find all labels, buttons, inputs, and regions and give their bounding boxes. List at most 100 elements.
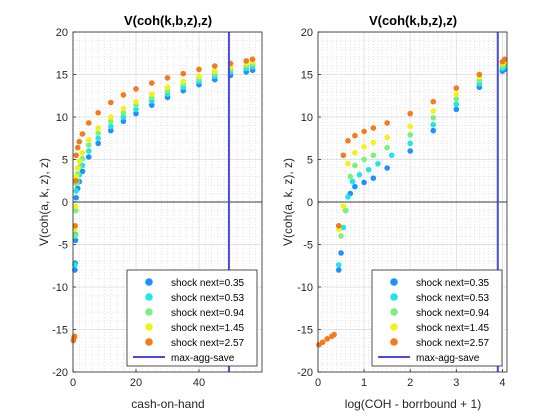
right-data-point xyxy=(356,172,363,178)
right-y-tick-label: -15 xyxy=(297,325,313,337)
right-legend-marker xyxy=(390,323,398,331)
right-data-point xyxy=(352,183,358,190)
right-x-tick-label: 3 xyxy=(453,377,459,389)
right-legend-label: shock next=0.53 xyxy=(416,293,490,304)
right-data-point xyxy=(361,143,367,150)
left-data-point xyxy=(95,140,101,147)
left-data-point xyxy=(76,138,83,145)
left-data-point xyxy=(95,130,101,136)
left-y-tick-label: 15 xyxy=(56,70,68,82)
left-data-point xyxy=(73,188,79,194)
right-data-point xyxy=(347,173,354,180)
right-data-point xyxy=(384,134,390,141)
right-data-point xyxy=(388,152,395,159)
left-y-tick-label: 0 xyxy=(62,197,68,209)
right-legend-marker xyxy=(390,338,398,346)
left-data-point xyxy=(85,120,92,126)
left-legend-label: shock next=0.35 xyxy=(171,278,245,289)
right-data-point xyxy=(335,223,342,229)
right-data-point xyxy=(370,175,377,181)
right-legend-label: shock next=2.57 xyxy=(416,338,490,349)
right-data-point xyxy=(352,162,358,169)
right-data-point xyxy=(340,152,347,159)
right-data-point xyxy=(361,128,367,135)
left-x-axis-label: cash-on-hand xyxy=(131,397,204,411)
left-data-point xyxy=(133,98,139,105)
right-y-tick-label: 10 xyxy=(301,112,313,124)
right-panel: V(coh(k,b,z),z) log(COH - borrbound + 1)… xyxy=(281,13,508,411)
right-data-point xyxy=(407,123,413,130)
left-data-point xyxy=(148,102,155,108)
right-legend-box xyxy=(371,269,503,367)
right-x-axis-label: log(COH - borrbound + 1) xyxy=(345,397,481,411)
left-data-point xyxy=(108,99,114,106)
left-data-point xyxy=(120,118,127,125)
right-data-point xyxy=(430,115,437,121)
right-data-point xyxy=(430,127,437,134)
right-y-tick-label: -10 xyxy=(297,282,313,294)
right-data-point xyxy=(384,165,390,171)
left-legend-label: max-agg-save xyxy=(171,353,235,364)
right-y-tick-label: 15 xyxy=(301,70,313,82)
left-plot-title: V(coh(k,b,z),z) xyxy=(124,13,212,28)
right-series xyxy=(338,61,508,239)
left-y-tick-label: -15 xyxy=(52,325,68,337)
left-data-point xyxy=(72,237,79,244)
right-x-tick-label: 0 xyxy=(315,377,321,389)
left-x-tick-label: 0 xyxy=(70,377,76,389)
left-y-tick-label: 20 xyxy=(56,27,68,39)
right-data-point xyxy=(501,56,508,62)
right-data-point xyxy=(352,149,358,156)
right-data-point xyxy=(345,160,351,167)
right-data-point xyxy=(349,178,356,185)
left-data-point xyxy=(133,106,139,113)
left-data-point xyxy=(72,233,79,239)
left-data-point xyxy=(196,66,202,73)
right-legend-label: shock next=1.45 xyxy=(416,323,490,334)
left-data-point xyxy=(73,152,79,159)
left-y-tick-label: 10 xyxy=(56,112,68,124)
left-legend-marker xyxy=(145,293,153,301)
left-data-point xyxy=(120,92,127,98)
right-data-point xyxy=(370,139,377,146)
right-legend-label: shock next=0.94 xyxy=(416,308,490,319)
right-legend-marker xyxy=(390,278,398,286)
right-data-point xyxy=(338,233,344,239)
left-y-tick-label: -20 xyxy=(52,367,68,379)
right-data-point xyxy=(335,262,342,268)
left-data-point xyxy=(243,58,250,64)
right-data-point xyxy=(453,91,460,97)
right-data-point xyxy=(430,98,437,105)
left-data-point xyxy=(85,137,92,143)
right-legend: shock next=0.35 shock next=0.53 shock next… xyxy=(371,269,503,367)
right-data-point xyxy=(352,132,358,139)
right-x-tick-label: 4 xyxy=(499,377,505,389)
left-legend-box xyxy=(126,269,258,367)
left-data-point xyxy=(211,68,218,74)
right-x-tick-label: 1 xyxy=(361,377,367,389)
right-data-point xyxy=(319,339,326,346)
right-data-point xyxy=(340,224,347,231)
right-data-point xyxy=(430,121,437,128)
left-axes-box xyxy=(72,31,263,373)
right-y-tick-label: -20 xyxy=(297,367,313,379)
right-data-point xyxy=(407,140,413,147)
right-legend-label: shock next=0.35 xyxy=(416,278,490,289)
left-data-point xyxy=(211,63,218,69)
left-data-point xyxy=(85,154,92,160)
left-data-point xyxy=(164,84,171,91)
right-data-point xyxy=(365,166,372,173)
left-data-point xyxy=(72,223,79,229)
right-data-point xyxy=(375,160,381,167)
left-data-point xyxy=(79,131,86,137)
left-data-point xyxy=(164,75,171,81)
left-x-tick-label: 20 xyxy=(130,377,142,389)
left-y-tick-label: -10 xyxy=(52,282,68,294)
left-legend-label: shock next=0.94 xyxy=(171,308,245,319)
right-data-point xyxy=(340,203,347,210)
left-data-point xyxy=(95,135,101,142)
right-data-point xyxy=(324,336,331,342)
left-data-point xyxy=(72,267,78,273)
left-data-point xyxy=(180,70,187,77)
